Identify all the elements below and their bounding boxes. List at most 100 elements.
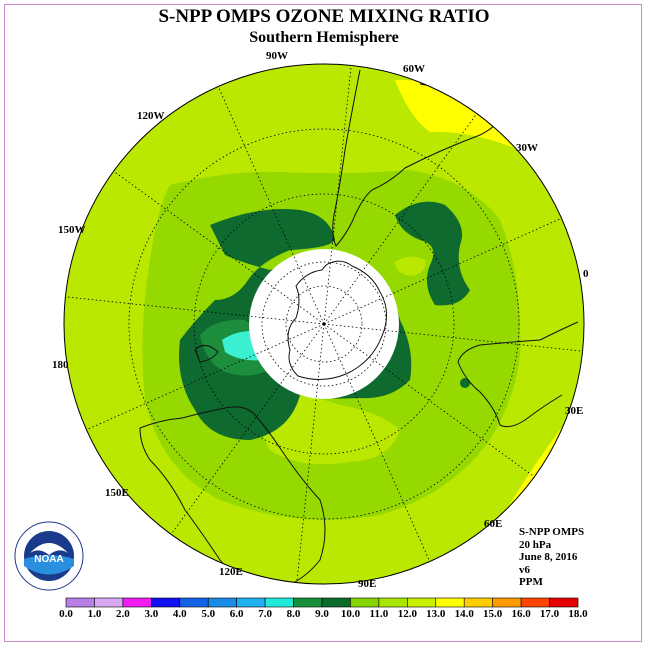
meridian-line [170, 323, 325, 535]
meridian-line [86, 323, 325, 431]
field-11-12-inner-east [395, 256, 426, 276]
colorbar-label: 4.0 [172, 608, 187, 620]
colorbar-label: 7.0 [258, 608, 272, 620]
colorbar-label: 8.0 [286, 608, 301, 620]
field-9-10-east [395, 201, 470, 306]
lon-label-90e: 90E [358, 578, 377, 590]
meridian-line [323, 323, 431, 562]
meridian-line [323, 323, 535, 478]
info-block: S-NPP OMPS 20 hPa June 8, 2016 v6 PPM [519, 526, 584, 589]
colorbar-swatch [492, 597, 522, 608]
polar-meridian-line [323, 293, 393, 325]
lon-label-150e: 150E [105, 487, 129, 499]
lon-label-120e: 120E [219, 566, 243, 578]
lon-label-30w: 30W [516, 142, 538, 154]
polar-meridian-line [323, 263, 369, 325]
field-12-13-north [395, 79, 520, 150]
lon-label-150w: 150W [58, 224, 86, 236]
coast-antarctica [287, 260, 387, 380]
colorbar-swatch [549, 597, 579, 608]
meridian-line [217, 86, 325, 325]
polar-meridian-line [263, 279, 325, 325]
colorbar-swatch [122, 597, 152, 608]
lon-label-60w: 60W [403, 63, 425, 75]
field-9-10-spot [460, 378, 470, 388]
meridian-line [113, 170, 325, 325]
noaa-logo: NOAA [14, 521, 84, 591]
polar-meridian-line [255, 323, 325, 355]
polar-latitude-circle [285, 285, 363, 363]
polar-meridian-line [323, 249, 333, 325]
colorbar-label: 10.0 [340, 608, 361, 620]
colorbar-swatch [264, 597, 294, 608]
colorbar-swatch [321, 597, 351, 608]
meridian-line [323, 65, 352, 325]
colorbar-swatch [463, 597, 493, 608]
meridian-line [323, 113, 478, 325]
coast-africa [457, 321, 579, 428]
graticule [65, 65, 583, 583]
colorbar-label: 0.0 [59, 608, 73, 620]
colorbar-swatch [94, 597, 124, 608]
lon-label-30e: 30E [565, 405, 584, 417]
colorbar-swatch [435, 597, 465, 608]
info-level: 20 hPa [519, 538, 552, 551]
colorbar-label: 2.0 [116, 608, 130, 620]
map-boundary [63, 63, 585, 585]
lon-label-60e: 60E [484, 518, 503, 530]
lon-label-0: 0 [583, 268, 589, 280]
polar-meridian-line [315, 323, 325, 399]
polar-meridian-line [279, 323, 325, 385]
colorbar-swatch [207, 597, 237, 608]
noaa-logo-text: NOAA [34, 554, 63, 565]
colorbar-swatch [65, 597, 95, 608]
polar-meridian-line [323, 323, 355, 393]
colorbar-label: 11.0 [369, 608, 389, 620]
polar-graticule [249, 249, 399, 399]
polar-meridian-line [249, 315, 325, 325]
colorbar-swatch [407, 597, 437, 608]
meridian-line [323, 323, 583, 352]
info-units: PPM [519, 576, 543, 589]
colorbar-label: 16.0 [511, 608, 531, 620]
colorbar-swatch [179, 597, 209, 608]
coast-new-zealand [194, 345, 219, 363]
south-pole-marker [322, 322, 326, 326]
info-version: v6 [519, 563, 530, 576]
meridian-line [65, 296, 325, 325]
info-date: June 8, 2016 [519, 551, 578, 564]
lon-label-90w: 90W [266, 50, 288, 62]
polar-meridian-line [323, 323, 385, 369]
colorbar-label: 5.0 [201, 608, 216, 620]
colorbar-label: 12.0 [397, 608, 417, 620]
lon-label-120w: 120W [137, 110, 165, 122]
colorbar-swatch [293, 597, 323, 608]
colorbar-label: 15.0 [483, 608, 503, 620]
colorbar-swatch [236, 597, 266, 608]
colorbar-label: 9.0 [315, 608, 329, 620]
colorbar-label: 18.0 [568, 608, 588, 620]
info-instrument: S-NPP OMPS [519, 526, 585, 538]
colorbar-swatch [520, 597, 550, 608]
chart-subtitle: Southern Hemisphere [249, 29, 399, 46]
latitude-circle [128, 128, 520, 520]
latitude-circle [193, 193, 455, 455]
chart-title: S-NPP OMPS OZONE MIXING RATIO [158, 6, 490, 27]
colorbar-label: 6.0 [229, 608, 244, 620]
colorbar-label: 14.0 [454, 608, 474, 620]
colorbar-swatch [350, 597, 380, 608]
coast-australia [139, 406, 326, 584]
meridian-line [296, 323, 325, 583]
colorbar-label: 13.0 [426, 608, 446, 620]
meridian-line [323, 217, 562, 325]
field-11-12-inner-south [259, 396, 400, 465]
colorbar-swatch [378, 597, 408, 608]
colorbar-label: 17.0 [539, 608, 560, 620]
colorbar-swatch [151, 597, 181, 608]
polar-meridian-line [293, 255, 325, 325]
polar-meridian-line [323, 323, 399, 333]
colorbar-label: 1.0 [87, 608, 102, 620]
lon-label-180: 180 [52, 359, 69, 371]
